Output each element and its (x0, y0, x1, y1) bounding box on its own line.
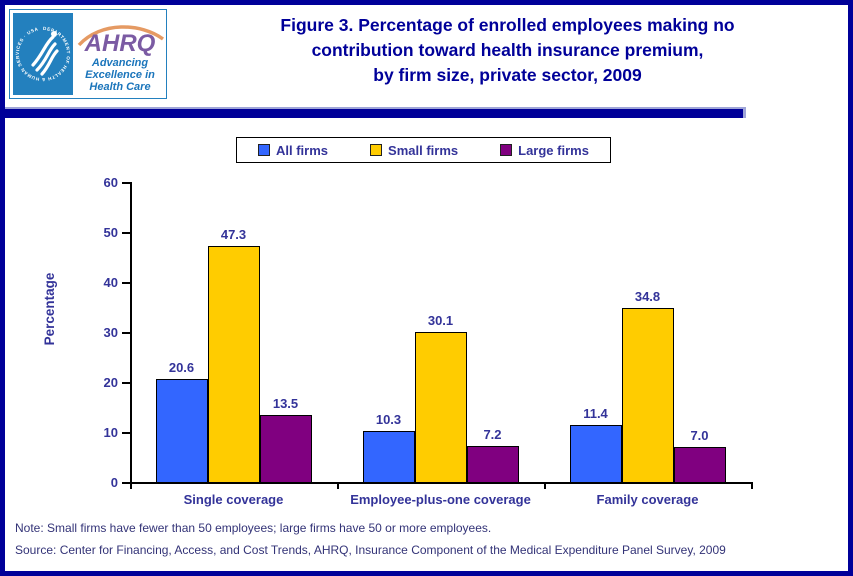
header-divider-rule (5, 107, 746, 118)
hhs-panel (13, 13, 73, 95)
bar-large-firms-g0 (259, 414, 312, 484)
bar-large-firms-g2 (673, 447, 726, 484)
y-tick-label: 60 (103, 175, 118, 190)
figure-title-line-1: Figure 3. Percentage of enrolled employe… (280, 15, 735, 35)
bar-value-label: 20.6 (168, 360, 195, 375)
x-tick-mark (751, 484, 753, 489)
x-axis-line (130, 482, 753, 484)
plot-area: 0 10 20 30 40 50 60 20.6 47.3 13.5 Single coverage… (5, 5, 848, 571)
y-tick-mark (122, 332, 130, 334)
chart-legend: All firms Small firms Large firms (236, 137, 611, 163)
bar-small-firms-g0 (207, 245, 260, 484)
bar-value-label: 34.8 (634, 289, 661, 304)
bar-value-label: 13.5 (272, 395, 299, 411)
y-tick-label: 0 (110, 475, 118, 490)
legend-label-large-firms: Large firms (518, 142, 589, 158)
bar-all-firms-g2 (569, 425, 622, 484)
y-axis-line (130, 182, 132, 484)
bar-small-firms-g2 (621, 308, 674, 484)
legend-item-all-firms: All firms (258, 143, 328, 158)
ahrq-hhs-logo: DEPARTMENT OF HEALTH & HUMAN SERVICES · … (9, 9, 167, 99)
footnote: Note: Small firms have fewer than 50 emp… (15, 521, 492, 535)
ahrq-wordmark: AHRQ (84, 30, 156, 57)
x-tick-mark (337, 484, 339, 489)
legend-item-small-firms: Small firms (370, 143, 458, 158)
legend-swatch-all-firms (258, 144, 270, 156)
x-tick-mark (544, 484, 546, 489)
y-tick-label: 30 (103, 325, 118, 340)
x-tick-mark (130, 484, 132, 489)
source-line: Source: Center for Financing, Access, an… (15, 543, 726, 557)
y-tick-mark (122, 482, 130, 484)
ahrq-tagline: Advancing Excellence in Health Care (85, 57, 155, 93)
figure-title-line-2: contribution toward health insurance pre… (311, 40, 704, 60)
y-tick-label: 40 (103, 275, 118, 290)
legend-swatch-small-firms (370, 144, 383, 156)
svg-text:Advancing: Advancing (91, 57, 149, 69)
svg-text:Excellence in: Excellence in (85, 69, 155, 81)
y-tick-mark (122, 382, 130, 384)
svg-text:Health Care: Health Care (89, 81, 150, 93)
y-tick-mark (122, 232, 130, 234)
bar-all-firms-g1 (362, 430, 415, 484)
bar-all-firms-g0 (155, 379, 208, 484)
x-category-label: Employee-plus-one coverage (350, 492, 531, 507)
hhs-eagle-icon (31, 35, 59, 76)
legend-label-small-firms: Small firms (388, 142, 459, 158)
bar-large-firms-g1 (466, 446, 519, 484)
bar-value-label: 30.1 (427, 312, 454, 328)
ahrq-arc (77, 25, 165, 47)
y-tick-label: 50 (103, 225, 118, 240)
y-tick-mark (122, 432, 130, 434)
legend-item-large-firms: Large firms (500, 143, 589, 158)
legend-label-all-firms: All firms (276, 142, 329, 158)
hhs-eagle-head (51, 31, 57, 37)
y-tick-mark (122, 282, 130, 284)
figure-title: Figure 3. Percentage of enrolled employe… (180, 13, 835, 88)
bar-value-label: 7.2 (483, 427, 502, 442)
legend-swatch-large-firms (500, 144, 513, 156)
bar-small-firms-g1 (414, 331, 467, 484)
x-category-label: Family coverage (596, 492, 699, 507)
y-tick-label: 20 (103, 375, 118, 390)
x-category-label: Single coverage (183, 492, 284, 507)
bar-value-label: 47.3 (220, 226, 247, 242)
y-tick-mark (122, 182, 130, 184)
bar-value-label: 10.3 (375, 411, 402, 427)
y-tick-label: 10 (103, 425, 118, 440)
bar-value-label: 7.0 (690, 428, 709, 443)
figure-title-line-3: by firm size, private sector, 2009 (373, 65, 642, 85)
bar-value-label: 11.4 (583, 406, 608, 421)
